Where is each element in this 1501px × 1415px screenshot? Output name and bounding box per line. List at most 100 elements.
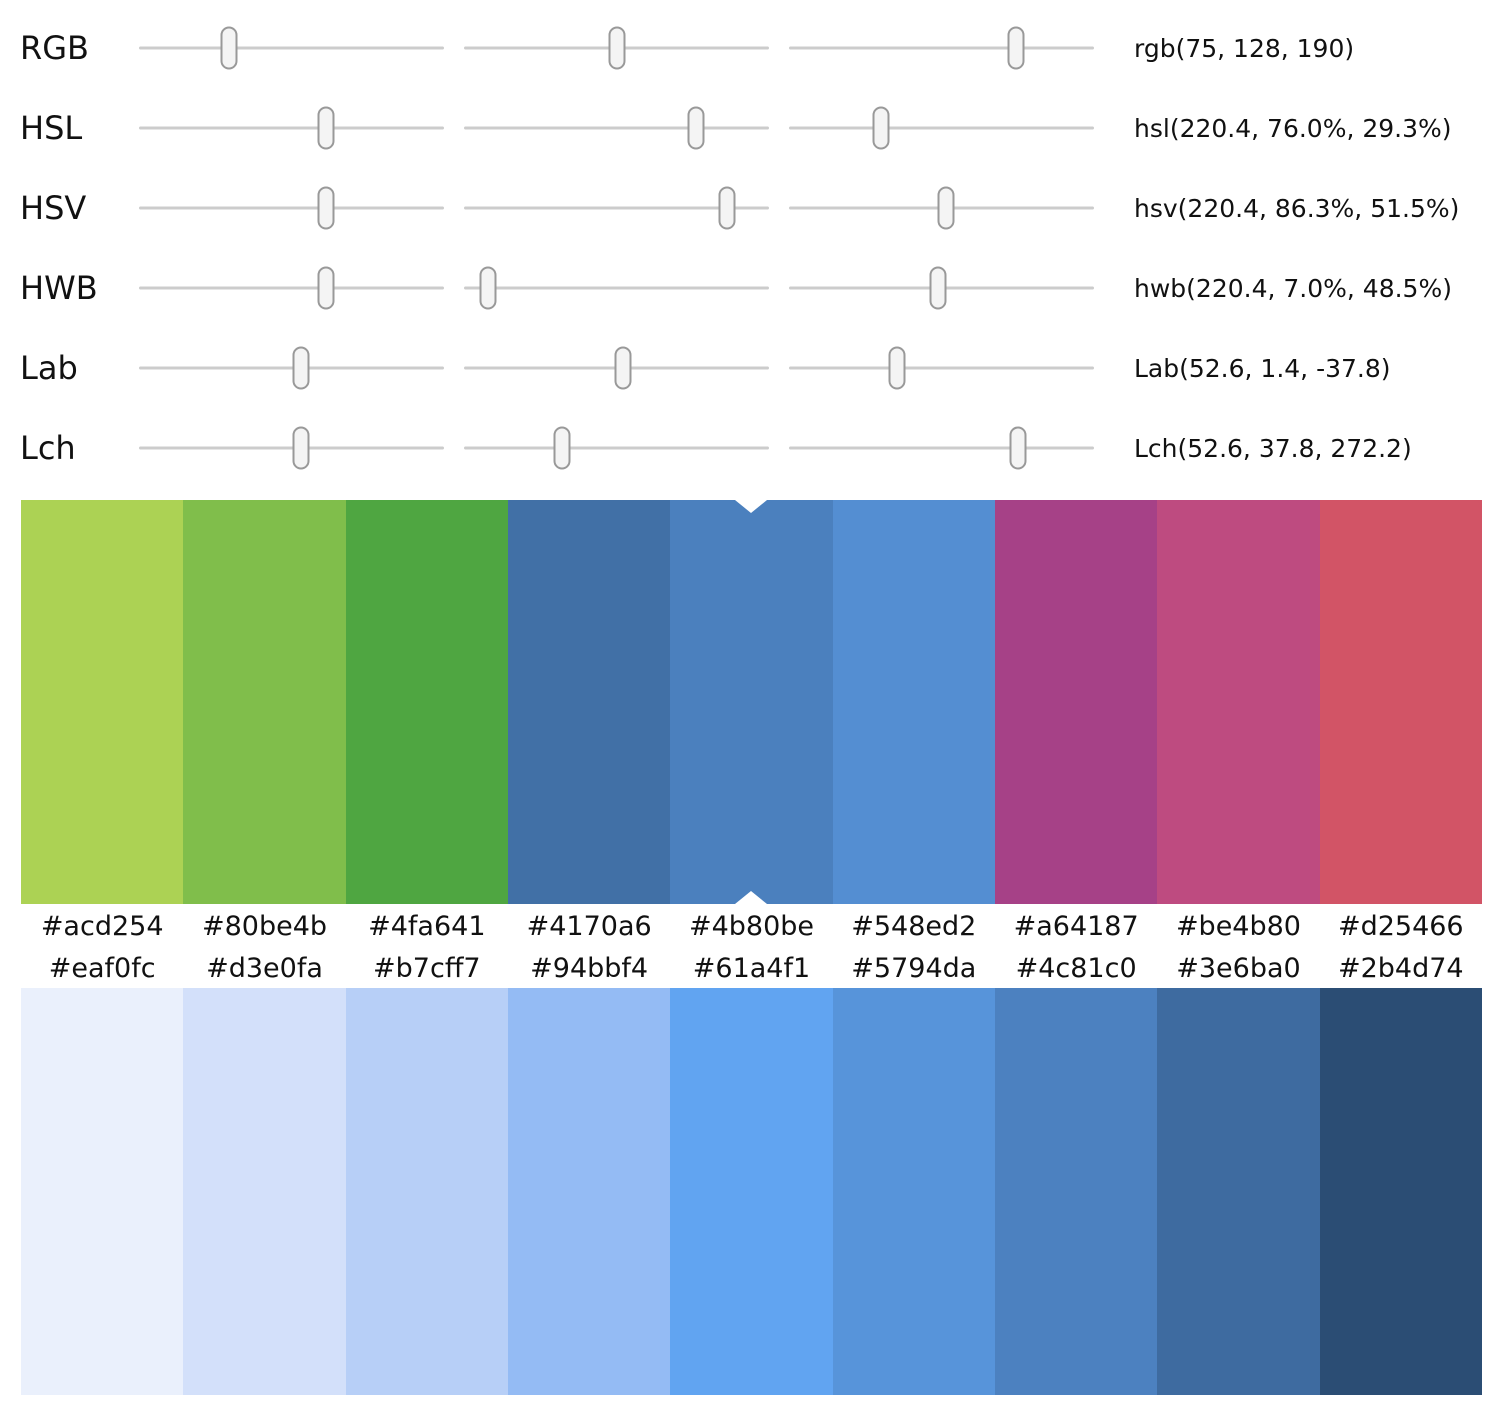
- lch-h-slider[interactable]: [789, 422, 1094, 474]
- selection-marker-top-icon: [735, 500, 768, 513]
- hue-swatch-6[interactable]: [832, 500, 995, 904]
- hue-swatch-4[interactable]: [507, 500, 671, 904]
- hwb-hue-slider[interactable]: [139, 262, 444, 314]
- color-value-rgb: rgb(75, 128, 190): [1134, 33, 1355, 63]
- lch-l-slider[interactable]: [139, 422, 444, 474]
- hex-code-label: #acd254: [40, 911, 164, 942]
- hsv-saturation-slider[interactable]: [464, 182, 769, 234]
- slider-handle[interactable]: [292, 346, 310, 390]
- shade-swatch-6[interactable]: [832, 988, 995, 1395]
- hue-swatch-3[interactable]: [345, 500, 508, 904]
- slider-row-label-hsl: HSL: [20, 109, 83, 147]
- hue-swatch-5-selected[interactable]: [670, 500, 833, 904]
- hue-swatch-9[interactable]: [1319, 500, 1482, 904]
- slider-handle[interactable]: [929, 266, 947, 310]
- shade-swatch-2[interactable]: [183, 988, 346, 1395]
- shade-swatch-3[interactable]: [345, 988, 508, 1395]
- hex-code-label: #a64187: [1013, 911, 1139, 942]
- slider-handle[interactable]: [718, 186, 736, 230]
- slider-handle[interactable]: [608, 26, 626, 70]
- slider-track: [139, 126, 444, 130]
- slider-handle[interactable]: [553, 426, 571, 470]
- slider-handle[interactable]: [888, 346, 906, 390]
- hue-swatch-1[interactable]: [21, 500, 184, 904]
- slider-track: [789, 446, 1094, 450]
- hex-code-label: #3e6ba0: [1176, 953, 1301, 984]
- slider-track: [464, 126, 769, 130]
- shade-swatch-5[interactable]: [670, 988, 833, 1395]
- slider-handle[interactable]: [220, 26, 238, 70]
- hex-code-label: #d25466: [1337, 911, 1464, 942]
- hue-swatch-8[interactable]: [1157, 500, 1320, 904]
- hex-code-label: #94bbf4: [530, 953, 649, 984]
- hue-hex-labels: #acd254 #80be4b #4fa641 #4170a6 #4b80be …: [21, 904, 1482, 949]
- slider-track: [789, 366, 1094, 370]
- lab-a-slider[interactable]: [464, 342, 769, 394]
- hex-code-label: #eaf0fc: [48, 953, 156, 984]
- hex-code-label: #4b80be: [688, 911, 814, 942]
- slider-row-label-rgb: RGB: [20, 29, 89, 67]
- shade-swatch-9[interactable]: [1319, 988, 1482, 1395]
- lch-c-slider[interactable]: [464, 422, 769, 474]
- slider-row-rgb: RGB rgb(75, 128, 190): [0, 8, 1501, 88]
- hex-code-label: #5794da: [851, 953, 977, 984]
- rgb-red-slider[interactable]: [139, 22, 444, 74]
- slider-handle[interactable]: [317, 266, 335, 310]
- hex-code-label: #4170a6: [526, 911, 652, 942]
- slider-handle[interactable]: [937, 186, 955, 230]
- hwb-blackness-slider[interactable]: [789, 262, 1094, 314]
- lab-l-slider[interactable]: [139, 342, 444, 394]
- selection-marker-bottom-icon: [735, 891, 768, 904]
- slider-row-hsv: HSV hsv(220.4, 86.3%, 51.5%): [0, 168, 1501, 248]
- color-sliders-panel: RGB rgb(75, 128, 190) HSL hsl(220.4,: [0, 0, 1501, 488]
- hsl-hue-slider[interactable]: [139, 102, 444, 154]
- slider-row-hwb: HWB hwb(220.4, 7.0%, 48.5%): [0, 248, 1501, 328]
- shade-swatch-1[interactable]: [21, 988, 184, 1395]
- slider-handle[interactable]: [317, 186, 335, 230]
- slider-handle[interactable]: [872, 106, 889, 150]
- color-value-hsv: hsv(220.4, 86.3%, 51.5%): [1134, 193, 1460, 223]
- lab-b-slider[interactable]: [789, 342, 1094, 394]
- shade-palette: [21, 988, 1482, 1395]
- hue-swatch-7[interactable]: [994, 500, 1158, 904]
- hsl-lightness-slider[interactable]: [789, 102, 1094, 154]
- slider-row-lab: Lab Lab(52.6, 1.4, -37.8): [0, 328, 1501, 408]
- slider-row-label-lab: Lab: [20, 349, 78, 387]
- hex-code-label: #61a4f1: [692, 953, 811, 984]
- slider-track: [139, 286, 444, 290]
- shade-swatch-7[interactable]: [994, 988, 1158, 1395]
- slider-track: [464, 286, 769, 290]
- shade-swatch-8[interactable]: [1157, 988, 1320, 1395]
- slider-track: [789, 46, 1094, 50]
- slider-handle[interactable]: [317, 106, 335, 150]
- hue-swatch-2[interactable]: [183, 500, 346, 904]
- hsv-value-slider[interactable]: [789, 182, 1094, 234]
- shade-swatch-4[interactable]: [507, 988, 671, 1395]
- slider-track: [464, 206, 769, 210]
- slider-handle[interactable]: [292, 426, 310, 470]
- slider-handle[interactable]: [614, 346, 632, 390]
- hex-code-label: #4fa641: [368, 911, 486, 942]
- rgb-blue-slider[interactable]: [789, 22, 1094, 74]
- hue-palette: [21, 500, 1482, 904]
- slider-handle[interactable]: [687, 106, 705, 150]
- hex-code-label: #2b4d74: [1337, 953, 1464, 984]
- slider-handle[interactable]: [1009, 426, 1027, 470]
- slider-track: [789, 126, 1094, 130]
- hsl-saturation-slider[interactable]: [464, 102, 769, 154]
- slider-row-lch: Lch Lch(52.6, 37.8, 272.2): [0, 408, 1501, 488]
- hex-code-label: #4c81c0: [1015, 953, 1137, 984]
- rgb-green-slider[interactable]: [464, 22, 769, 74]
- hex-code-label: #b7cff7: [373, 953, 481, 984]
- slider-track: [139, 366, 444, 370]
- slider-handle[interactable]: [1007, 26, 1025, 70]
- slider-track: [139, 446, 444, 450]
- hex-code-label: #80be4b: [201, 911, 328, 942]
- slider-row-label-hsv: HSV: [20, 189, 87, 227]
- hex-code-label: #d3e0fa: [206, 953, 323, 984]
- color-value-hsl: hsl(220.4, 76.0%, 29.3%): [1134, 113, 1452, 143]
- slider-handle[interactable]: [479, 266, 497, 310]
- color-value-lab: Lab(52.6, 1.4, -37.8): [1134, 353, 1391, 383]
- hsv-hue-slider[interactable]: [139, 182, 444, 234]
- hwb-whiteness-slider[interactable]: [464, 262, 769, 314]
